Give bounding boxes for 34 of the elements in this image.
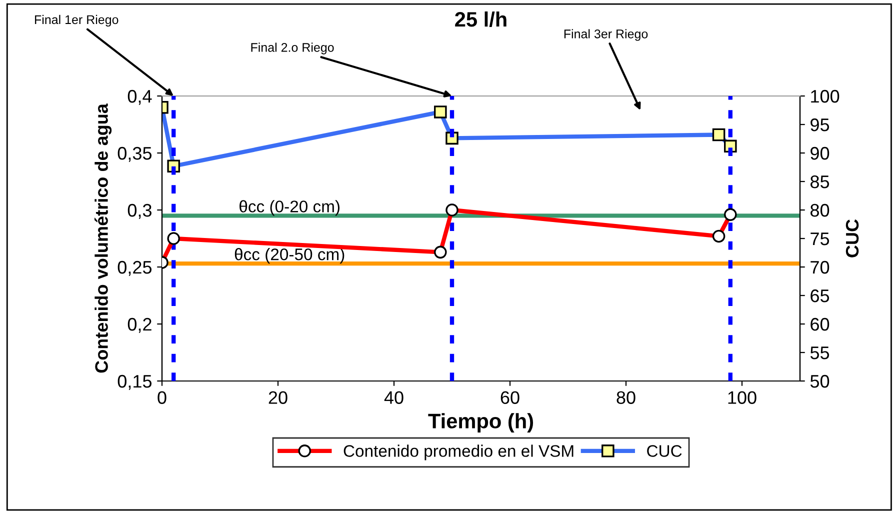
legend-label: CUC [647, 445, 682, 457]
y2-tick-label: 65 [810, 289, 830, 302]
x-tick-label: 60 [500, 391, 520, 404]
text: Final 3er Riego [564, 29, 648, 41]
annotation: Final 1er Riego [35, 14, 118, 27]
y-tick-label: 0,15 [118, 374, 152, 390]
y2-tick-label: 50 [810, 374, 830, 388]
y2-tick-label: 95 [810, 118, 830, 132]
legend-label: Contenido promedio en el VSM [344, 444, 574, 460]
y2-tick-label: 100 [811, 90, 840, 103]
y2-axis-title: CUC [846, 219, 859, 258]
y2-tick-label: 60 [810, 318, 830, 331]
x-tick-label: 40 [384, 391, 404, 404]
x-axis-title: Tiempo (h) [428, 413, 534, 433]
y-tick-label: 0,35 [118, 146, 152, 162]
y-tick-label: 0,25 [118, 260, 152, 276]
y2-tick-label: 55 [810, 346, 830, 360]
y-tick-label: 0,2 [128, 318, 152, 333]
x-tick-label: 80 [616, 391, 636, 404]
x-tick-label: 0 [158, 391, 166, 404]
annotation: Final 2.o Riego [251, 42, 334, 54]
y-axis-title: Contenido volumétrico de agua [94, 103, 112, 373]
x-tick-label: 100 [728, 391, 756, 404]
y2-tick-label: 85 [810, 175, 830, 188]
ref-line-label: θcc (0-20 cm) [240, 200, 340, 216]
y2-tick-label: 70 [810, 260, 830, 274]
x-tick-label: 20 [268, 391, 288, 404]
y2-tick-label: 90 [810, 146, 830, 160]
ref-line-label: θcc (20-50 cm) [234, 248, 344, 264]
chart-title: 25 l/h [455, 11, 506, 27]
y-tick-label: 0,3 [128, 204, 152, 219]
y2-tick-label: 80 [810, 204, 830, 217]
y-tick-label: 0,4 [128, 90, 152, 105]
y2-tick-label: 75 [810, 232, 830, 246]
